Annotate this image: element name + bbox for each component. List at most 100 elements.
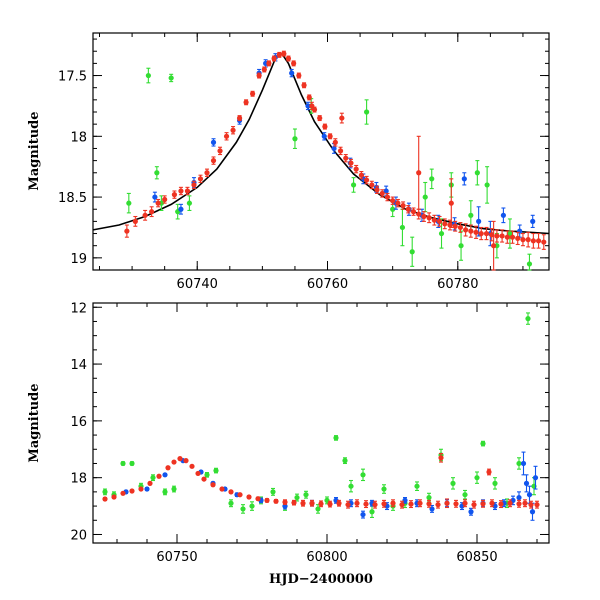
data-marker [228, 489, 234, 495]
data-marker [530, 238, 536, 244]
red-data-point [147, 480, 153, 486]
bottom-y-axis-label: Magnitude [27, 383, 42, 462]
blue-data-point [523, 474, 530, 493]
data-marker [296, 72, 302, 79]
red-data-point [516, 499, 522, 508]
green-data-point [364, 99, 370, 125]
red-data-point [266, 60, 272, 67]
bottom-ticks: 60750 60800 60850 12 14 16 18 20 [70, 301, 549, 565]
data-marker [292, 136, 298, 142]
red-data-point [504, 230, 510, 244]
data-marker [165, 465, 171, 471]
data-marker [507, 500, 513, 506]
data-marker [327, 133, 333, 139]
y-tick-label: 18 [70, 472, 87, 487]
data-marker [421, 213, 427, 220]
data-marker [333, 435, 339, 441]
red-data-point [132, 215, 138, 227]
red-data-point [426, 499, 432, 508]
red-data-point [282, 499, 288, 505]
green-data-point [458, 230, 464, 261]
data-marker [381, 486, 387, 492]
red-data-point [507, 499, 513, 508]
data-marker [237, 492, 243, 498]
data-marker [525, 237, 531, 243]
red-data-point [322, 123, 328, 130]
data-marker [450, 480, 456, 486]
data-marker [534, 502, 540, 508]
data-marker [453, 501, 459, 507]
data-marker [436, 218, 443, 224]
data-marker [520, 460, 527, 467]
green-data-point [228, 499, 234, 508]
green-data-point [414, 481, 420, 492]
data-marker [489, 500, 495, 506]
data-marker [399, 224, 406, 231]
data-marker [480, 501, 486, 507]
data-marker [343, 155, 349, 161]
data-marker [408, 501, 414, 507]
green-data-point [381, 484, 387, 494]
green-data-point [129, 460, 135, 467]
data-marker [363, 501, 369, 507]
green-data-point [213, 467, 219, 474]
data-marker [529, 509, 536, 515]
data-marker [532, 475, 539, 481]
data-marker [306, 94, 312, 101]
data-marker [156, 473, 162, 479]
data-marker [256, 72, 262, 79]
blue-data-point [520, 451, 527, 476]
data-marker [468, 228, 474, 234]
data-marker [311, 106, 318, 113]
red-data-point [354, 499, 360, 508]
data-marker [353, 166, 359, 172]
red-data-point [204, 168, 210, 177]
data-marker [507, 230, 513, 237]
red-data-point [509, 230, 516, 244]
red-data-point [184, 186, 191, 196]
red-data-point [358, 171, 364, 180]
red-data-point [471, 500, 477, 509]
data-marker [468, 509, 474, 515]
red-data-point [468, 224, 474, 238]
red-data-point [201, 476, 207, 482]
red-data-point [256, 72, 262, 79]
green-data-point [360, 468, 366, 482]
data-marker [354, 500, 360, 506]
blue-data-point [178, 203, 184, 215]
red-data-point [271, 55, 277, 62]
data-marker [301, 82, 307, 88]
red-data-point [525, 231, 531, 248]
data-marker [414, 483, 420, 489]
data-marker [348, 483, 354, 489]
red-data-point [124, 224, 130, 238]
data-marker [369, 509, 375, 515]
data-marker [409, 249, 415, 255]
red-data-point [426, 212, 432, 224]
green-data-point [249, 501, 255, 511]
green-data-point [303, 490, 309, 499]
data-marker [243, 99, 249, 105]
red-data-point [219, 486, 225, 492]
green-data-point [474, 160, 480, 186]
data-marker [390, 198, 396, 204]
blue-data-point [152, 191, 158, 203]
red-data-point [478, 226, 484, 241]
data-marker [152, 194, 158, 200]
data-marker [204, 170, 210, 176]
data-marker [426, 494, 432, 501]
red-data-point [273, 498, 279, 504]
red-data-point [452, 220, 458, 232]
red-data-point [390, 499, 396, 508]
x-tick-label: 60740 [177, 277, 218, 292]
red-data-point [499, 229, 505, 243]
red-data-point [228, 489, 234, 495]
y-tick-label: 14 [70, 358, 87, 373]
data-marker [255, 496, 261, 502]
red-data-point [102, 496, 108, 502]
data-marker [468, 212, 474, 218]
blue-data-point [162, 472, 168, 478]
green-data-point [145, 67, 151, 84]
red-data-point [379, 189, 385, 198]
data-marker [223, 133, 230, 139]
